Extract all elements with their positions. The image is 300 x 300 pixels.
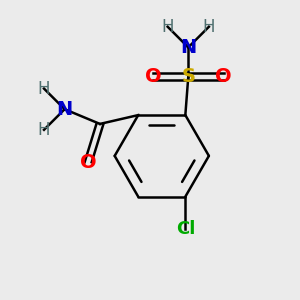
Text: H: H	[202, 18, 215, 36]
Text: H: H	[38, 80, 50, 98]
Text: O: O	[145, 67, 161, 86]
Text: H: H	[161, 18, 174, 36]
Text: O: O	[215, 67, 232, 86]
Text: Cl: Cl	[176, 220, 195, 238]
Text: S: S	[181, 67, 195, 86]
Text: N: N	[56, 100, 73, 119]
Text: O: O	[80, 153, 97, 172]
Text: N: N	[180, 38, 196, 57]
Text: H: H	[38, 121, 50, 139]
